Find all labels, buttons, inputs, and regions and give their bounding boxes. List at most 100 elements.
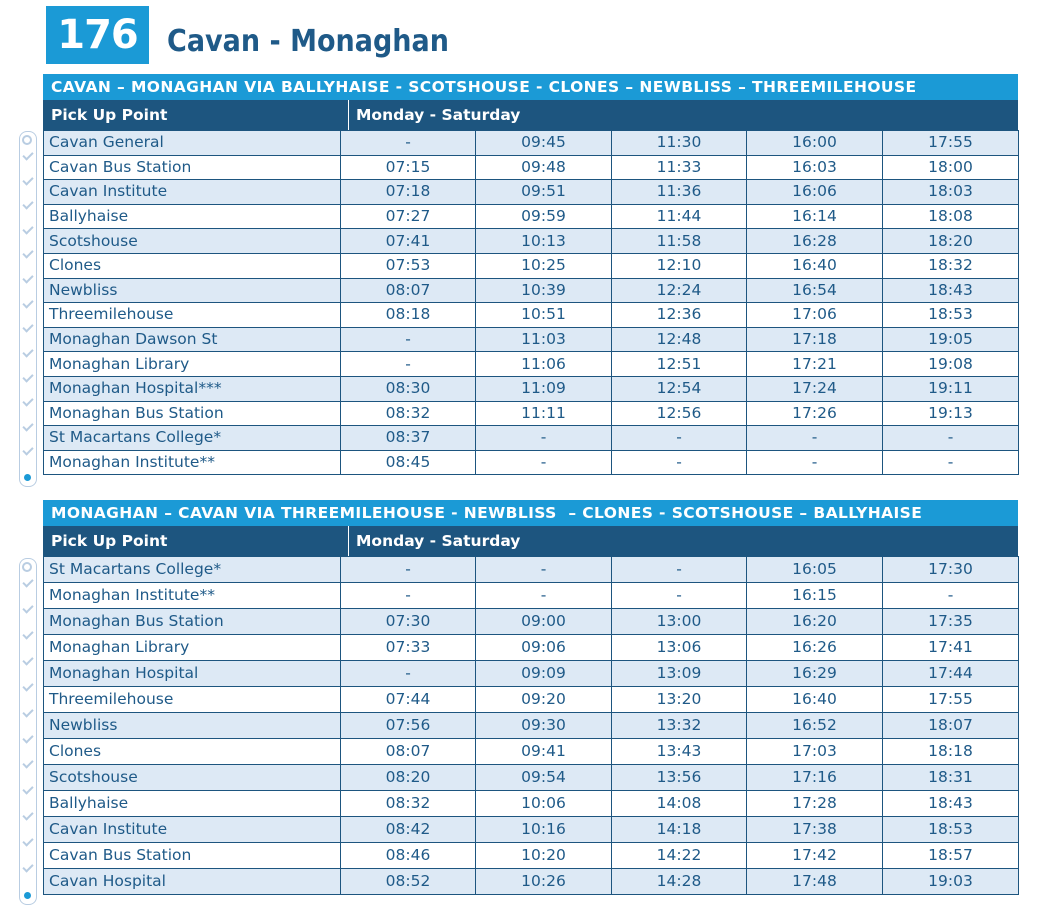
departure-time-cell: 17:26 xyxy=(746,400,883,427)
chevron-down-icon xyxy=(22,705,34,718)
departure-time-cell: 07:33 xyxy=(340,634,476,661)
departure-time-cell: 17:06 xyxy=(746,302,883,328)
stop-name-cell: Newbliss xyxy=(43,277,341,304)
departure-time-cell: - xyxy=(611,556,747,583)
departure-time-cell: 07:41 xyxy=(340,228,476,254)
table-row: Monaghan Library -11:06 12:51 17:21 19:08 xyxy=(43,351,1019,377)
departure-time-cell: 16:00 xyxy=(746,130,883,156)
departure-time-cell: 16:52 xyxy=(746,712,883,739)
stop-name-cell: Monaghan Dawson St xyxy=(43,326,341,353)
stop-name-cell: Scotshouse xyxy=(43,764,341,791)
departure-time-cell: 18:57 xyxy=(882,842,1019,869)
table-row: Newbliss 08:07 10:39 12:24 16:54 18:43 xyxy=(43,277,1019,304)
departure-time-cell: 17:42 xyxy=(746,842,883,869)
departure-time-cell: - xyxy=(340,130,476,156)
departure-time-cell: 11:03 xyxy=(475,326,612,353)
timetable-table: Cavan General -09:45 11:30 16:00 17:55 Cavan … xyxy=(43,130,1019,476)
route-line-inbound xyxy=(19,558,37,905)
departure-time-cell: 12:10 xyxy=(611,252,747,279)
departure-time-cell: 10:51 xyxy=(475,302,612,328)
departure-time-cell: 14:22 xyxy=(611,842,747,869)
departure-time-cell: 14:28 xyxy=(611,868,747,895)
route-banner: MONAGHAN – CAVAN VIA THREEMILEHOUSE - NE… xyxy=(43,500,1018,526)
table-row: Cavan Bus Station 07:15 09:48 11:33 16:03 18:… xyxy=(43,154,1019,181)
timetable-outbound: CAVAN – MONAGHAN VIA BALLYHAISE - SCOTSH… xyxy=(43,74,1019,476)
departure-time-cell: 17:55 xyxy=(882,686,1019,713)
departure-time-cell: 19:13 xyxy=(882,400,1019,427)
departure-time-cell: 08:07 xyxy=(340,738,476,765)
chevron-down-icon xyxy=(22,576,34,588)
table-row: Threemilehouse 08:18 10:51 12:36 17:06 18:53 xyxy=(43,302,1019,328)
departure-time-cell: 11:30 xyxy=(611,130,747,156)
chevron-down-icon xyxy=(22,757,34,770)
stop-name-cell: Threemilehouse xyxy=(43,686,341,713)
departure-time-cell: 16:15 xyxy=(746,582,883,609)
departure-time-cell: 09:30 xyxy=(475,712,612,739)
departure-time-cell: - xyxy=(475,425,612,451)
departure-time-cell: 08:42 xyxy=(340,816,476,843)
departure-time-cell: 17:24 xyxy=(746,375,883,402)
departure-time-cell: 12:24 xyxy=(611,277,747,304)
chevron-down-icon xyxy=(22,679,34,692)
table-row: St Macartans College* 08:37- - - - xyxy=(43,425,1019,451)
chevron-down-icon xyxy=(22,173,34,186)
stop-name-cell: Monaghan Library xyxy=(43,351,341,377)
departure-time-cell: 17:30 xyxy=(882,556,1019,583)
departure-time-cell: 09:48 xyxy=(475,154,612,181)
route-number-badge: 176 xyxy=(46,6,149,64)
chevron-down-icon xyxy=(22,861,34,873)
table-row: Scotshouse 08:20 09:54 13:56 17:16 18:31 xyxy=(43,764,1019,791)
stop-name-cell: Monaghan Bus Station xyxy=(43,608,341,635)
departure-time-cell: 19:05 xyxy=(882,326,1019,353)
table-row: Cavan Institute 08:42 10:16 14:18 17:38 18:53 xyxy=(43,816,1019,843)
departure-time-cell: 13:00 xyxy=(611,608,747,635)
stop-name-cell: Monaghan Institute** xyxy=(43,449,341,476)
table-row: Scotshouse 07:41 10:13 11:58 16:28 18:20 xyxy=(43,228,1019,254)
departure-time-cell: - xyxy=(882,449,1019,476)
chevron-down-icon xyxy=(22,198,34,210)
departure-time-cell: - xyxy=(475,582,612,609)
departure-time-cell: 09:45 xyxy=(475,130,612,156)
stop-name-cell: Cavan Bus Station xyxy=(43,842,341,869)
departure-time-cell: 08:07 xyxy=(340,277,476,304)
table-row: Monaghan Institute** - - -16:15- xyxy=(43,582,1019,609)
departure-time-cell: 08:45 xyxy=(340,449,476,476)
departure-time-cell: 07:56 xyxy=(340,712,476,739)
departure-time-cell: 18:03 xyxy=(882,179,1019,205)
departure-time-cell: 09:06 xyxy=(475,634,612,661)
table-row: Ballyhaise 08:32 10:06 14:08 17:28 18:43 xyxy=(43,790,1019,817)
departure-time-cell: 09:41 xyxy=(475,738,612,765)
departure-time-cell: 16:20 xyxy=(746,608,883,635)
departure-time-cell: 08:32 xyxy=(340,790,476,817)
stop-name-cell: Monaghan Library xyxy=(43,634,341,661)
chevron-down-icon xyxy=(22,420,34,432)
departure-time-cell: - xyxy=(340,326,476,353)
stop-name-cell: Cavan Hospital xyxy=(43,868,341,895)
departure-time-cell: 18:32 xyxy=(882,252,1019,279)
departure-time-cell: 18:43 xyxy=(882,790,1019,817)
chevron-down-icon xyxy=(22,835,34,847)
departure-time-cell: 17:41 xyxy=(882,634,1019,661)
stop-name-cell: Monaghan Hospital xyxy=(43,660,341,687)
departure-time-cell: 19:03 xyxy=(882,868,1019,895)
route-title: Cavan - Monaghan xyxy=(167,24,449,59)
stop-name-cell: Monaghan Hospital*** xyxy=(43,375,341,402)
table-row: Cavan Hospital 08:52 10:26 14:28 17:48 19:03 xyxy=(43,868,1019,895)
departure-time-cell: 16:28 xyxy=(746,228,883,254)
departure-time-cell: - xyxy=(340,556,476,583)
stop-name-cell: Ballyhaise xyxy=(43,790,341,817)
departure-time-cell: - xyxy=(882,425,1019,451)
departure-time-cell: 17:21 xyxy=(746,351,883,377)
stop-name-cell: Monaghan Institute** xyxy=(43,582,341,609)
departure-time-cell: 17:55 xyxy=(882,130,1019,156)
departure-time-cell: 18:20 xyxy=(882,228,1019,254)
chevron-down-icon xyxy=(22,149,34,161)
departure-time-cell: 18:53 xyxy=(882,302,1019,328)
departure-time-cell: - xyxy=(340,582,476,609)
departure-time-cell: 08:18 xyxy=(340,302,476,328)
table-row: Clones 07:53 10:25 12:10 16:40 18:32 xyxy=(43,252,1019,279)
departure-time-cell: 13:56 xyxy=(611,764,747,791)
departure-time-cell: 17:44 xyxy=(882,660,1019,687)
departure-time-cell: 18:31 xyxy=(882,764,1019,791)
departure-time-cell: 18:08 xyxy=(882,203,1019,230)
